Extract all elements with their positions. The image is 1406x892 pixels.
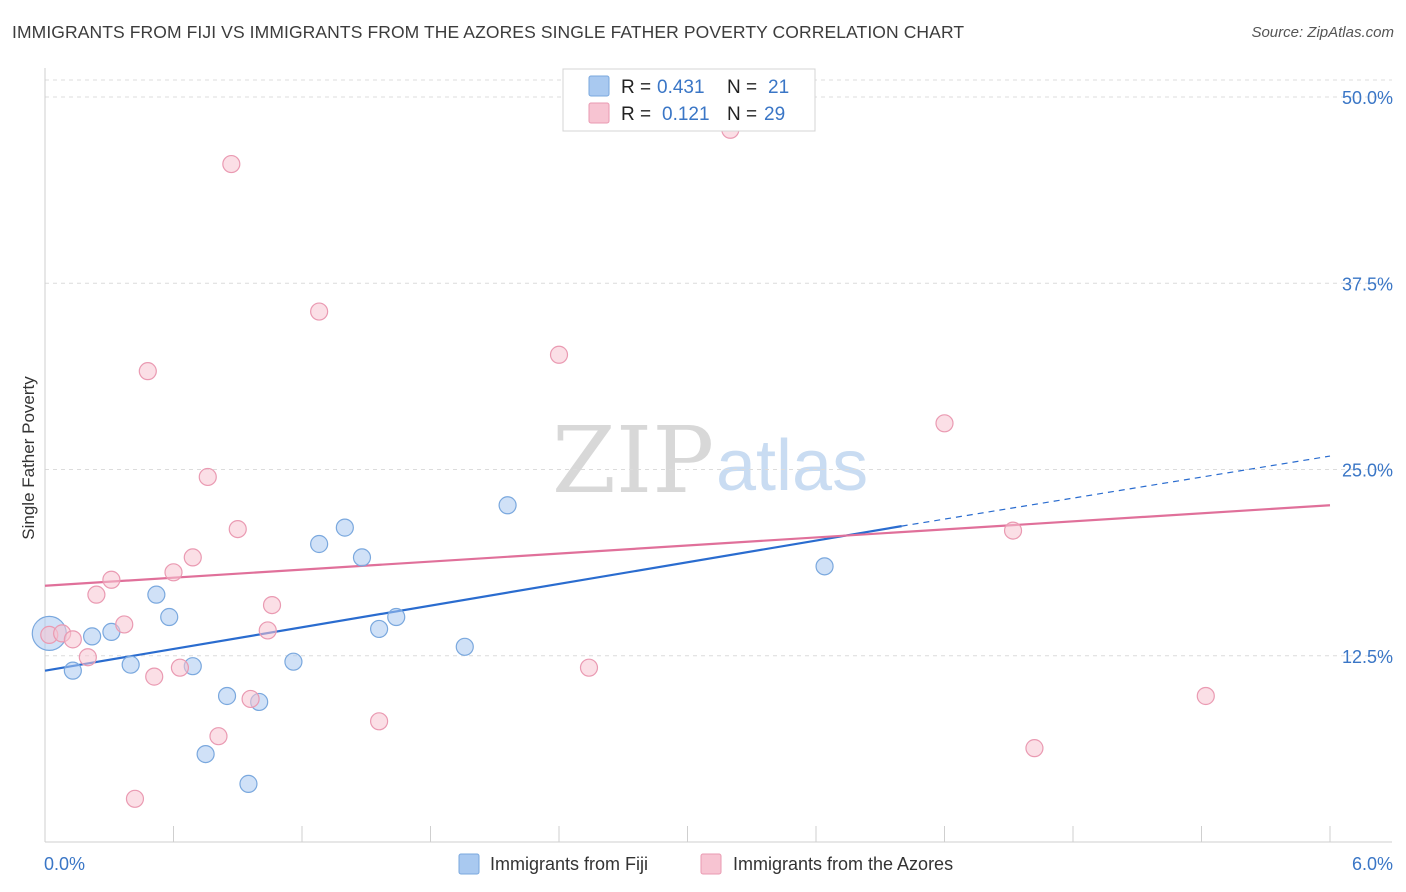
data-point-series1-6 <box>115 615 134 634</box>
data-point-series1-22 <box>549 345 569 364</box>
y-tick-label-0: 12.5% <box>1342 647 1393 667</box>
source-credit: Source: ZipAtlas.com <box>1251 24 1394 41</box>
legend-n-value-azores: 29 <box>764 104 785 125</box>
data-point-series1-23 <box>579 658 599 677</box>
data-point-series1-10 <box>164 563 183 582</box>
data-point-series0-8 <box>196 744 215 764</box>
data-point-series1-18 <box>258 621 277 640</box>
data-point-series0-17 <box>387 607 406 627</box>
stats-legend: R = 0.431 N = 21 R = 0.121 N = 29 <box>562 68 816 132</box>
legend-n-label-fiji: N = <box>727 77 757 98</box>
data-point-series0-6 <box>160 607 179 627</box>
legend-n-label-azores: N = <box>727 104 757 125</box>
y-axis-label: Single Father Poverty <box>19 376 38 540</box>
trend-line-0 <box>44 525 902 672</box>
data-point-series1-9 <box>145 667 164 686</box>
data-point-series1-25 <box>935 414 954 433</box>
data-point-series0-9 <box>217 686 237 706</box>
watermark-zip: ZIP <box>552 407 714 514</box>
data-point-series1-2 <box>63 630 82 649</box>
data-point-series1-19 <box>262 595 282 615</box>
data-point-series0-10 <box>239 774 258 793</box>
gridlines <box>45 79 1392 657</box>
trend-line-extension-0 <box>901 455 1331 527</box>
axes <box>44 68 1392 843</box>
data-point-series0-16 <box>370 619 389 639</box>
y-tick-label-1: 25.0% <box>1342 461 1393 481</box>
data-point-series0-12 <box>284 652 303 671</box>
data-point-series0-18 <box>455 637 474 656</box>
data-point-series1-21 <box>370 712 389 731</box>
data-points <box>31 120 1215 808</box>
data-point-series0-5 <box>147 585 166 604</box>
data-point-series1-7 <box>125 789 145 808</box>
legend-n-value-fiji: 21 <box>768 77 789 98</box>
trend-lines <box>44 455 1331 672</box>
data-point-series0-19 <box>498 496 517 515</box>
data-point-series1-5 <box>102 570 121 589</box>
chart-title: IMMIGRANTS FROM FIJI VS IMMIGRANTS FROM … <box>12 22 965 42</box>
series-legend-label-azores: Immigrants from the Azores <box>733 854 953 874</box>
data-point-series1-14 <box>209 727 228 746</box>
series-legend-swatch-azores <box>700 853 722 875</box>
data-point-series0-20 <box>815 557 834 576</box>
data-point-series1-20 <box>310 302 329 321</box>
data-point-series0-14 <box>335 518 354 537</box>
data-point-series1-4 <box>87 585 106 604</box>
data-point-series1-28 <box>1196 686 1215 706</box>
data-point-series1-12 <box>183 548 202 567</box>
x-tick-label-max: 6.0% <box>1352 854 1393 874</box>
legend-r-value-azores: 0.121 <box>662 104 710 125</box>
legend-r-label-azores: R = <box>621 104 651 125</box>
watermark-atlas: atlas <box>716 426 868 506</box>
data-point-series1-8 <box>138 362 157 381</box>
data-point-series1-16 <box>228 519 247 539</box>
y-tick-labels: 12.5% 25.0% 37.5% 50.0% <box>1342 88 1393 667</box>
data-point-series1-26 <box>1003 521 1023 540</box>
y-tick-label-2: 37.5% <box>1342 274 1393 294</box>
legend-r-value-fiji: 0.431 <box>657 77 705 98</box>
series-legend-swatch-fiji <box>458 853 480 875</box>
data-point-series1-17 <box>241 689 260 709</box>
data-point-series1-3 <box>78 648 97 667</box>
data-point-series1-13 <box>198 467 217 487</box>
watermark: ZIP atlas <box>552 407 868 514</box>
data-point-series0-1 <box>63 661 82 680</box>
y-tick-label-3: 50.0% <box>1342 88 1393 108</box>
data-point-series0-2 <box>83 627 102 646</box>
data-point-series1-11 <box>170 658 190 677</box>
trend-line-1 <box>44 504 1331 587</box>
data-point-series0-15 <box>352 548 372 567</box>
x-tick-label-min: 0.0% <box>44 854 85 874</box>
data-point-series1-27 <box>1025 739 1044 758</box>
legend-r-label-fiji: R = <box>621 77 651 98</box>
series-legend-label-fiji: Immigrants from Fiji <box>490 854 648 874</box>
legend-swatch-azores <box>588 102 610 124</box>
legend-swatch-fiji <box>588 75 610 97</box>
data-point-series0-4 <box>121 655 140 674</box>
data-point-series1-15 <box>222 154 241 174</box>
data-point-series0-13 <box>310 534 329 554</box>
series-legend: Immigrants from Fiji Immigrants from the… <box>458 853 953 875</box>
